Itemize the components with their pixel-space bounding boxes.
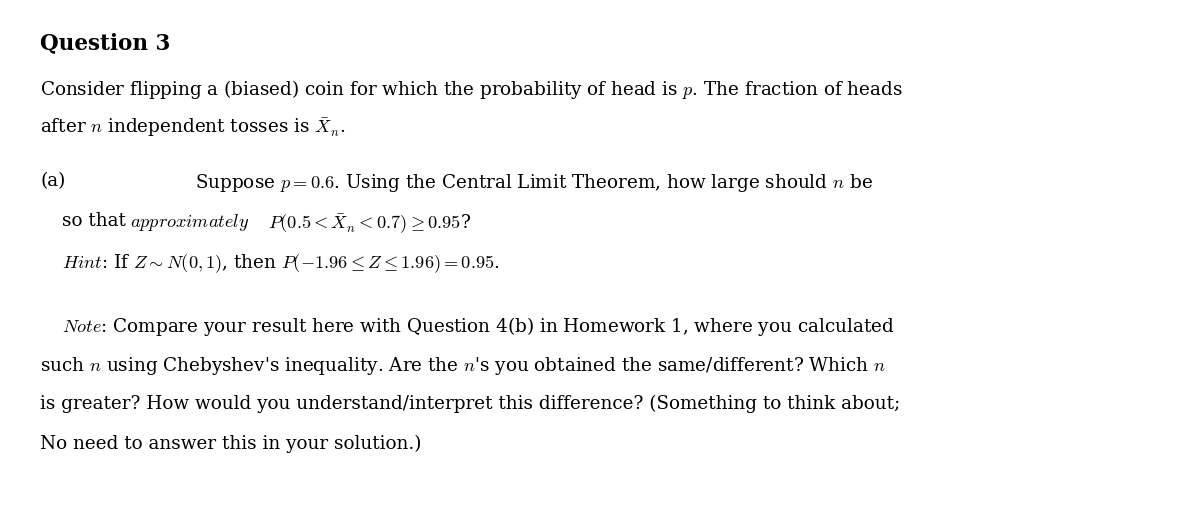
Text: $P(0.5 < \bar{X}_n < 0.7) \geq 0.95$?: $P(0.5 < \bar{X}_n < 0.7) \geq 0.95$? xyxy=(268,212,472,235)
Text: (a): (a) xyxy=(40,172,65,190)
Text: is greater? How would you understand/interpret this difference? (Something to th: is greater? How would you understand/int… xyxy=(40,395,900,413)
Text: $\mathit{Hint}$: If $Z \sim N(0, 1)$, then $P(-1.96 \leq Z \leq 1.96) = 0.95$.: $\mathit{Hint}$: If $Z \sim N(0, 1)$, th… xyxy=(62,252,499,275)
Text: Suppose $p = 0.6$. Using the Central Limit Theorem, how large should $n$ be: Suppose $p = 0.6$. Using the Central Lim… xyxy=(194,172,872,194)
Text: Consider flipping a (biased) coin for which the probability of head is $p$. The : Consider flipping a (biased) coin for wh… xyxy=(40,78,902,101)
Text: No need to answer this in your solution.): No need to answer this in your solution.… xyxy=(40,435,421,453)
Text: $\mathit{Note}$: Compare your result here with Question 4(b) in Homework 1, wher: $\mathit{Note}$: Compare your result her… xyxy=(62,315,894,338)
Text: such $n$ using Chebyshev's inequality. Are the $n$'s you obtained the same/diffe: such $n$ using Chebyshev's inequality. A… xyxy=(40,355,886,377)
Text: $\mathit{approximately}$: $\mathit{approximately}$ xyxy=(130,212,250,233)
Text: Question 3: Question 3 xyxy=(40,32,170,54)
Text: so that: so that xyxy=(62,212,132,230)
Text: after $n$ independent tosses is $\bar{X}_n$.: after $n$ independent tosses is $\bar{X}… xyxy=(40,116,346,139)
